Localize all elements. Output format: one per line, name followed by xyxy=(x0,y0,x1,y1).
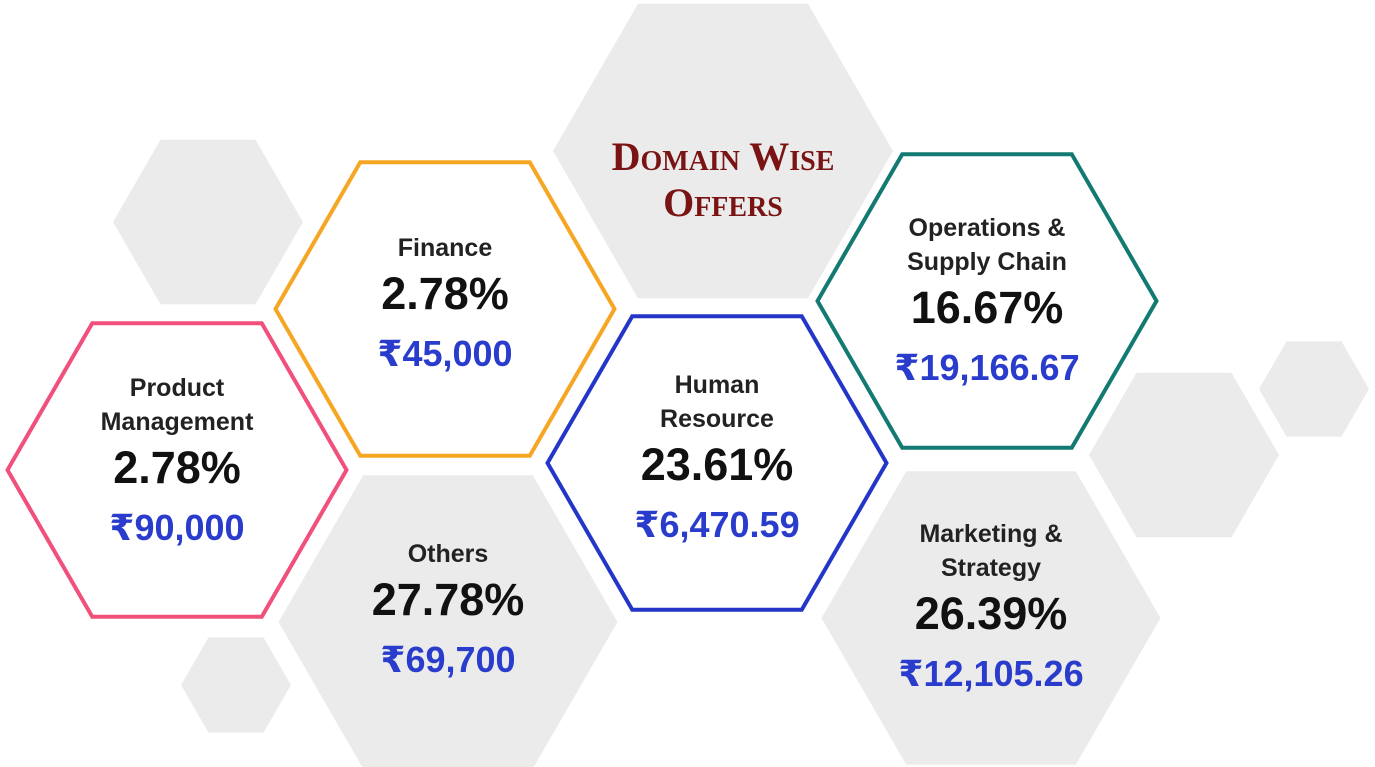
domain-card: Product Management 2.78% ₹90,000 xyxy=(47,371,307,559)
decor-hexagon xyxy=(1259,341,1369,437)
domain-hexagon xyxy=(545,314,889,612)
domain-amount: ₹12,105.26 xyxy=(898,653,1084,694)
domain-name: Others xyxy=(407,540,489,568)
domain-share: 2.78% xyxy=(381,268,509,319)
domain-amount: ₹19,166.67 xyxy=(894,347,1080,388)
decor-hexagon xyxy=(181,637,291,733)
domain-card: Operations & Supply Chain 16.67% ₹19,166.6… xyxy=(857,211,1117,399)
decor-hexagon xyxy=(1089,372,1279,538)
domain-share: 23.61% xyxy=(640,439,794,490)
domain-share: 27.78% xyxy=(371,574,525,625)
decor-hexagon xyxy=(553,3,893,299)
domain-name: Finance xyxy=(397,234,493,262)
decor-hexagon xyxy=(113,139,303,305)
domain-amount: ₹6,470.59 xyxy=(634,504,800,545)
domain-share: 16.67% xyxy=(910,282,1064,333)
domain-share: 2.78% xyxy=(113,442,241,493)
domain-hexagon xyxy=(5,321,349,619)
domain-card: Marketing & Strategy 26.39% ₹12,105.26 xyxy=(861,517,1121,705)
domain-name: Human Resource xyxy=(660,371,774,433)
domain-share: 26.39% xyxy=(914,588,1068,639)
domain-hexagon xyxy=(278,475,618,767)
domain-card: Human Resource 23.61% ₹6,470.59 xyxy=(587,368,847,556)
domain-amount: ₹90,000 xyxy=(109,507,245,548)
domain-amount: ₹69,700 xyxy=(380,639,516,680)
domain-card: Finance 2.78% ₹45,000 xyxy=(315,231,575,385)
title: Domain Wise Offers xyxy=(611,134,835,225)
domain-name: Product Management xyxy=(100,374,254,436)
domain-hexagon xyxy=(273,160,617,458)
domain-amount: ₹45,000 xyxy=(377,333,513,374)
domain-name: Operations & Supply Chain xyxy=(907,214,1067,276)
domain-card: Others 27.78% ₹69,700 xyxy=(318,537,578,691)
domain-hexagon xyxy=(821,471,1161,765)
domain-hexagon xyxy=(815,152,1159,450)
domain-name: Marketing & Strategy xyxy=(919,520,1063,582)
